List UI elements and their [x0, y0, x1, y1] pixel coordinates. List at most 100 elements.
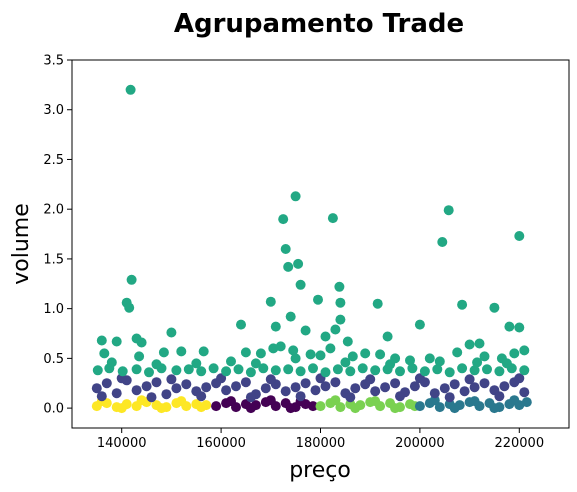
data-point-cluster-4-13	[221, 385, 232, 396]
data-point-cluster-4-50	[395, 391, 405, 402]
data-point-cluster-5-18	[335, 297, 346, 308]
data-point-cluster-4-5	[141, 381, 152, 392]
data-point-cluster-4-35	[439, 383, 450, 394]
data-point-cluster-5-21	[166, 327, 177, 338]
data-point-cluster-0-14	[176, 396, 187, 407]
data-point-cluster-4-1	[101, 378, 112, 389]
y-tick-label: 2.5	[43, 153, 64, 168]
data-point-cluster-4-52	[494, 391, 505, 402]
data-point-cluster-4-9	[181, 379, 192, 390]
data-point-cluster-5-41	[92, 365, 103, 376]
data-point-cluster-5-11	[283, 261, 294, 272]
data-point-cluster-1-14	[245, 403, 256, 414]
data-point-cluster-1-10	[308, 401, 318, 412]
y-axis: 0.0 0.5 1.0 1.5 2.0 2.5 3.0 3.5	[43, 54, 72, 417]
data-point-cluster-4-49	[345, 392, 356, 403]
data-point-cluster-5-0	[125, 84, 136, 95]
data-point-cluster-4-38	[469, 382, 480, 393]
data-point-cluster-5-14	[334, 281, 345, 292]
data-point-cluster-5-30	[285, 311, 296, 322]
data-point-cluster-5-26	[158, 347, 169, 358]
data-point-cluster-4-17	[260, 383, 271, 394]
data-point-cluster-5-76	[99, 348, 110, 359]
data-point-cluster-4-7	[161, 389, 172, 400]
data-point-cluster-5-103	[250, 358, 261, 369]
x-tick-label: 180000	[296, 436, 346, 451]
data-point-cluster-5-45	[144, 367, 154, 378]
data-point-cluster-5-91	[405, 355, 415, 366]
data-point-cluster-5-44	[131, 364, 142, 375]
data-point-cluster-5-109	[501, 358, 512, 369]
x-axis-label: preço	[289, 458, 351, 483]
data-point-cluster-5-68	[432, 364, 443, 375]
data-point-cluster-5-56	[283, 364, 294, 375]
data-point-cluster-4-51	[444, 392, 455, 403]
data-point-cluster-5-94	[464, 339, 475, 350]
data-point-cluster-5-80	[255, 348, 266, 359]
x-tick-label: 140000	[97, 436, 147, 451]
data-point-cluster-5-85	[315, 350, 326, 361]
data-point-cluster-4-28	[370, 386, 381, 397]
data-point-cluster-3-14	[509, 395, 520, 406]
data-point-cluster-5-106	[385, 359, 396, 370]
data-point-cluster-5-7	[443, 205, 454, 216]
data-point-cluster-5-75	[519, 365, 530, 376]
data-point-cluster-4-46	[196, 391, 207, 402]
data-point-cluster-5-58	[308, 363, 318, 374]
data-point-cluster-5-62	[357, 363, 368, 374]
data-point-cluster-4-4	[131, 385, 142, 396]
data-point-cluster-3-12	[429, 395, 440, 406]
data-point-cluster-5-19	[457, 299, 468, 310]
data-point-cluster-4-26	[350, 383, 361, 394]
chart-title: Agrupamento Trade	[174, 9, 464, 39]
data-point-cluster-5-63	[370, 365, 381, 376]
data-point-cluster-5-82	[275, 341, 286, 352]
data-point-cluster-5-38	[474, 338, 485, 349]
data-point-cluster-5-98	[519, 345, 530, 356]
data-point-cluster-1-11	[226, 396, 236, 407]
data-point-cluster-5-54	[258, 363, 269, 374]
data-point-cluster-5-13	[295, 279, 306, 290]
data-point-cluster-5-84	[305, 349, 316, 360]
data-point-cluster-4-58	[365, 374, 376, 385]
data-point-cluster-3-0	[414, 401, 425, 412]
data-point-cluster-5-5	[278, 214, 289, 225]
data-point-cluster-4-19	[280, 386, 291, 397]
data-point-cluster-5-104	[290, 353, 301, 364]
data-point-cluster-5-102	[226, 356, 236, 367]
data-point-cluster-4-0	[91, 383, 102, 394]
data-point-cluster-4-48	[295, 391, 306, 402]
data-point-cluster-5-1	[126, 274, 137, 285]
data-point-cluster-5-43	[117, 366, 128, 377]
data-point-cluster-5-69	[444, 367, 455, 378]
data-point-cluster-5-88	[360, 348, 371, 359]
data-point-cluster-5-55	[270, 365, 281, 376]
data-point-cluster-5-31	[300, 325, 311, 336]
data-point-cluster-4-32	[409, 381, 420, 392]
data-point-cluster-2-2	[335, 402, 346, 413]
data-point-cluster-5-10	[280, 244, 291, 254]
data-point-cluster-2-0	[315, 401, 326, 412]
data-point-cluster-4-36	[449, 379, 460, 390]
data-point-cluster-5-101	[191, 358, 202, 369]
y-tick-label: 1.0	[43, 302, 64, 317]
data-point-cluster-4-34	[429, 388, 440, 399]
data-point-cluster-4-29	[380, 382, 391, 393]
data-point-cluster-4-44	[96, 391, 107, 402]
data-point-cluster-5-12	[293, 258, 304, 269]
data-point-cluster-5-9	[437, 237, 448, 247]
data-point-cluster-4-15	[240, 377, 251, 388]
data-point-cluster-4-43	[519, 387, 530, 398]
data-point-cluster-4-47	[245, 392, 256, 403]
data-point-cluster-5-36	[382, 331, 393, 342]
data-point-cluster-5-37	[414, 319, 425, 330]
y-tick-label: 0.0	[43, 402, 64, 417]
data-point-cluster-2-12	[370, 396, 381, 407]
data-point-cluster-4-22	[310, 385, 321, 396]
data-point-cluster-5-65	[395, 366, 405, 377]
data-point-cluster-4-30	[390, 378, 401, 389]
data-point-cluster-4-11	[201, 382, 212, 393]
data-point-cluster-4-41	[499, 381, 510, 392]
data-point-cluster-5-40	[514, 322, 525, 333]
